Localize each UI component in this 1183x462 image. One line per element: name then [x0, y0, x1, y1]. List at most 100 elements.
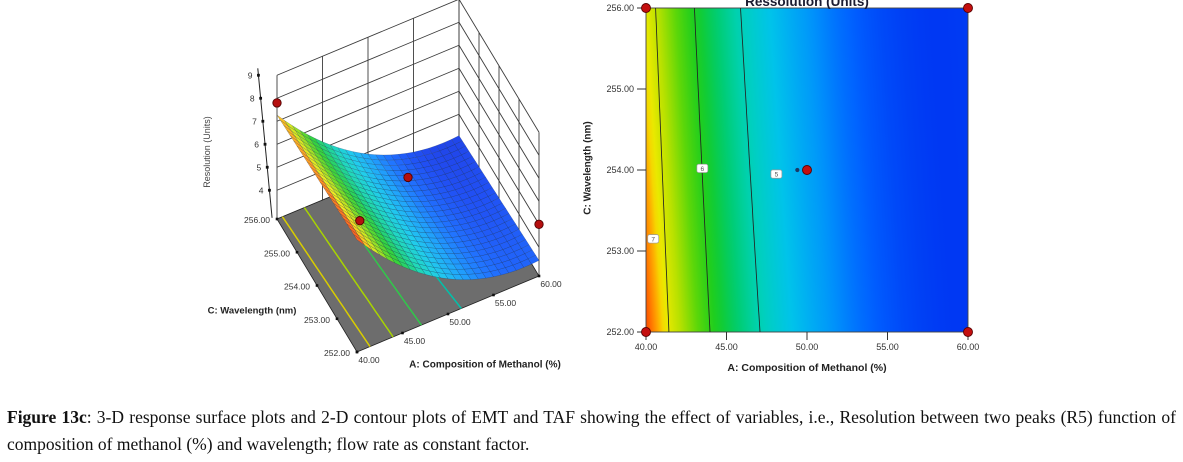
a-tick-label: 40.00	[358, 355, 380, 365]
floor-contour-line	[303, 207, 394, 338]
surface-mesh-cell	[399, 253, 412, 263]
surface-mesh-cell	[417, 231, 430, 239]
surface-mesh-cell	[414, 226, 427, 233]
surface-mesh-cell	[460, 165, 472, 175]
surface-mesh-cell	[332, 187, 344, 198]
surface-mesh-cell	[302, 135, 315, 145]
surface-mesh-cell	[324, 182, 336, 194]
surface-mesh-cell	[343, 218, 355, 230]
surface-mesh-cell	[353, 234, 365, 246]
z-axis-title: Resolution (Units)	[202, 116, 212, 188]
surface-mesh-cell	[527, 254, 540, 265]
surface-mesh-cell	[333, 203, 345, 215]
design-point-3d	[403, 172, 413, 183]
floor-contour-line	[281, 216, 371, 348]
surface-mesh-cell	[399, 223, 411, 232]
surface-mesh-cell	[405, 234, 418, 242]
contour-plot-title: Ressolution (Units)	[745, 0, 869, 9]
y-tick-label: 256.00	[606, 3, 634, 13]
surface-mesh-cell	[342, 197, 355, 208]
surface-mesh-cell	[362, 228, 375, 239]
surface-mesh-cell	[412, 162, 424, 170]
a-tick-label: 50.00	[449, 317, 471, 327]
surface-mesh-cell	[371, 226, 384, 236]
surface-mesh-cell	[383, 253, 396, 264]
surface-mesh-cell	[426, 256, 439, 264]
c-axis-tick	[315, 284, 319, 287]
surface-mesh-cell	[409, 239, 421, 247]
surface-mesh-cell	[410, 261, 423, 270]
surface-mesh-cell	[407, 216, 420, 223]
surface-mesh-cell	[332, 182, 345, 192]
surface-mesh-cell	[384, 179, 397, 187]
z-axis-tick	[268, 188, 271, 192]
surface-mesh-cell	[370, 199, 383, 208]
y-tick-label: 253.00	[606, 246, 634, 256]
surface-mesh-cell	[391, 257, 404, 268]
surface-mesh-cell	[372, 244, 385, 255]
surface-mesh-cell	[344, 213, 356, 225]
surface-mesh-cell	[315, 161, 327, 172]
surface-mesh-cell	[471, 212, 484, 222]
surface-mesh-cell	[330, 170, 343, 181]
wall-grid-line	[458, 22, 540, 156]
surface-mesh-cell	[325, 177, 337, 188]
surface-mesh-cell	[320, 182, 332, 194]
y-axis-title-2d: C: Wavelength (nm)	[582, 121, 594, 215]
surface-mesh-cell	[287, 125, 299, 137]
surface-mesh-cell	[340, 152, 353, 161]
surface-mesh-cell	[378, 229, 391, 239]
y-tick-label: 252.00	[606, 327, 634, 337]
surface-mesh-cell	[437, 262, 450, 270]
figure-caption-label: Figure 13c	[7, 407, 87, 427]
wall-grid-line	[276, 0, 459, 76]
surface-mesh-cell	[454, 241, 467, 249]
surface-mesh-cell	[338, 167, 351, 177]
surface-mesh-cell	[407, 256, 420, 265]
surface-mesh-cell	[375, 154, 387, 161]
surface-mesh-cell	[380, 248, 393, 259]
z-tick-label: 5	[257, 162, 262, 172]
figure-caption-text: : 3-D response surface plots and 2-D con…	[7, 407, 1176, 454]
z-axis-tick	[259, 96, 263, 100]
surface-mesh-cell	[386, 159, 398, 166]
surface-mesh-cell	[350, 201, 363, 212]
surface-mesh-cell	[346, 224, 359, 235]
surface-mesh-cell	[351, 188, 364, 198]
contour-label-box	[647, 234, 660, 244]
surface-mesh-cell	[365, 239, 377, 250]
surface-mesh-cell	[331, 163, 344, 174]
surface-mesh-cell	[481, 228, 494, 237]
z-axis-tick	[257, 73, 260, 77]
x-tick-label: 55.00	[876, 342, 899, 352]
surface-mesh-cell	[376, 178, 389, 186]
c-tick-label: 255.00	[264, 248, 290, 258]
design-point-3d	[272, 98, 282, 108]
surface-mesh-cell	[276, 114, 289, 126]
a-axis-title-3d: A: Composition of Methanol (%)	[409, 359, 561, 371]
surface-mesh-cell	[304, 151, 316, 163]
surface-mesh-cell	[368, 185, 380, 194]
surface-mesh-cell	[453, 212, 465, 220]
surface-mesh-cell	[354, 229, 366, 241]
surface-mesh-cell	[305, 146, 317, 157]
contour-label-value: 5	[775, 171, 779, 178]
surface-mesh-cell	[371, 219, 384, 229]
surface-mesh-cell	[336, 208, 349, 220]
surface-mesh-cell	[439, 147, 451, 157]
surface-mesh-cell	[442, 248, 455, 254]
z-tick-label: 8	[250, 93, 255, 103]
surface-mesh-cell	[316, 177, 329, 189]
surface-mesh-cell	[396, 209, 409, 217]
x-tick-label: 40.00	[635, 342, 658, 352]
surface-mesh-cell	[368, 214, 381, 224]
wall-grid-line	[276, 44, 460, 122]
surface-mesh-cell	[466, 175, 479, 185]
surface-mesh-cell	[367, 153, 380, 161]
surface-mesh-cell	[419, 255, 431, 263]
surface-mesh-cell	[469, 238, 482, 246]
surface-mesh-cell	[323, 187, 335, 199]
surface-mesh-cell	[406, 190, 418, 197]
z-axis-tick	[261, 119, 265, 123]
surface-mesh-cell	[419, 160, 432, 168]
